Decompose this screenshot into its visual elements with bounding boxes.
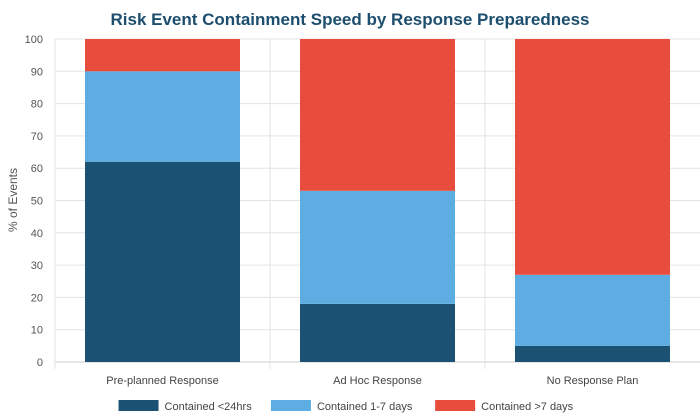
legend-swatch (118, 400, 159, 411)
y-tick-label: 10 (31, 325, 43, 337)
legend-swatch (435, 400, 476, 411)
bar-segment[interactable] (85, 71, 240, 162)
legend-label: Contained <24hrs (165, 401, 253, 413)
y-tick-label: 70 (31, 131, 43, 143)
y-tick-label: 50 (31, 196, 43, 208)
bar-segment[interactable] (515, 345, 670, 362)
legend-label: Contained >7 days (481, 401, 574, 413)
legend-item[interactable]: Contained >7 days (435, 400, 574, 413)
bar-segment[interactable] (515, 274, 670, 346)
bar-segment[interactable] (85, 161, 240, 362)
x-tick-label: Pre-planned Response (106, 375, 219, 387)
legend-item[interactable]: Contained <24hrs (118, 400, 253, 413)
y-tick-label: 80 (31, 99, 43, 111)
y-tick-label: 30 (31, 260, 43, 272)
legend-item[interactable]: Contained 1-7 days (270, 400, 413, 413)
y-axis-ticks: 0 10 20 30 40 50 60 70 80 90 100 (25, 34, 43, 369)
bars (85, 39, 670, 362)
y-tick-label: 60 (31, 163, 43, 175)
y-tick-label: 0 (37, 357, 43, 369)
bar-segment[interactable] (300, 190, 455, 304)
y-tick-label: 20 (31, 292, 43, 304)
legend-swatch (270, 400, 311, 411)
bar-segment[interactable] (300, 39, 455, 191)
y-tick-label: 90 (31, 66, 43, 78)
x-axis-ticks: Pre-planned Response Ad Hoc Response No Re… (106, 375, 638, 387)
bar-segment[interactable] (85, 39, 240, 72)
y-tick-label: 40 (31, 228, 43, 240)
y-axis-label: % of Events (6, 168, 20, 232)
x-tick-label: No Response Plan (547, 375, 639, 387)
bar-segment[interactable] (515, 39, 670, 275)
legend-label: Contained 1-7 days (317, 401, 413, 413)
bar-segment[interactable] (300, 303, 455, 362)
legend[interactable]: Contained <24hrs Contained 1-7 days Contai… (118, 400, 574, 413)
chart-title: Risk Event Containment Speed by Response… (111, 10, 590, 29)
x-tick-label: Ad Hoc Response (333, 375, 422, 387)
y-tick-label: 100 (25, 34, 43, 46)
